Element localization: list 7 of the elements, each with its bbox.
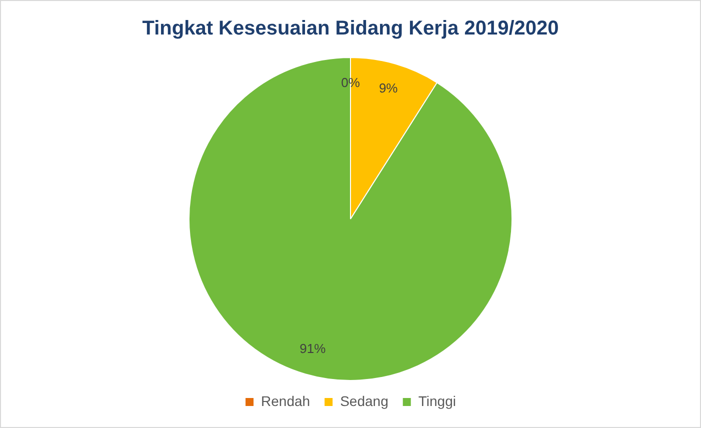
legend-label: Tinggi	[418, 392, 456, 409]
data-label: 91%	[300, 340, 326, 356]
data-label: 9%	[378, 80, 398, 96]
legend-label: Sedang	[340, 392, 388, 409]
chart-title: Tingkat Kesesuaian Bidang Kerja 2019/2020	[142, 18, 559, 40]
text: 0%	[341, 74, 360, 90]
legend-label: Rendah	[261, 392, 310, 409]
